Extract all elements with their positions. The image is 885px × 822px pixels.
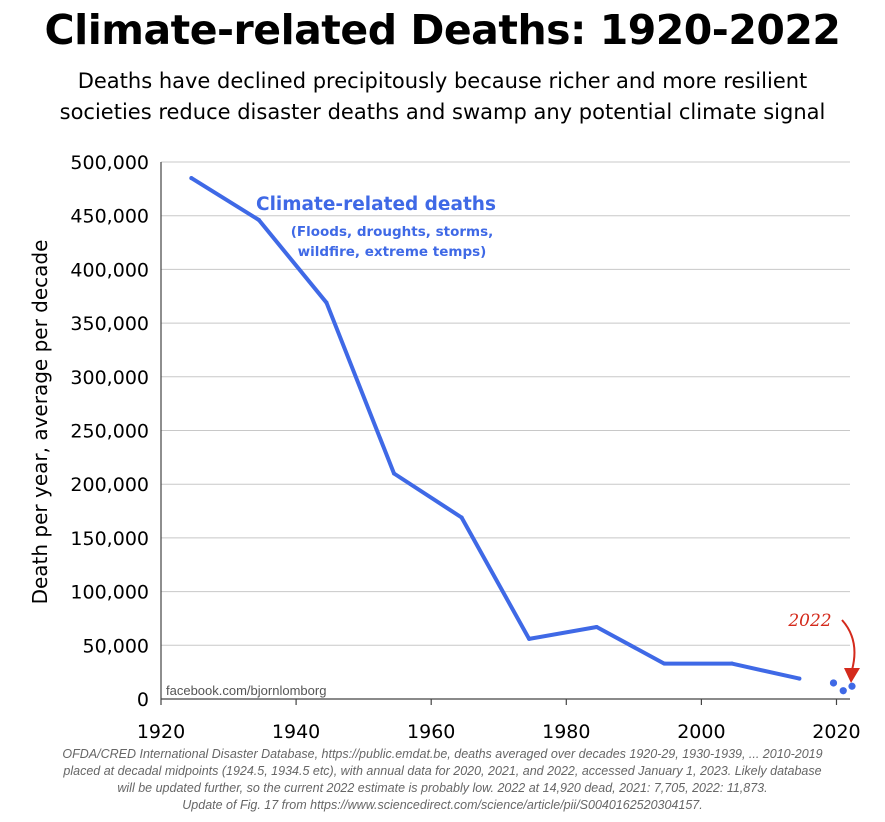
data-point: [594, 625, 599, 630]
annotation-arrowhead: [844, 668, 860, 683]
y-tick-label: 100,000: [70, 582, 149, 604]
series-sublabel-1: (Floods, droughts, storms,: [291, 224, 494, 240]
y-axis-label: Death per year, average per decade: [28, 240, 52, 605]
subtitle-line-2: societies reduce disaster deaths and swa…: [59, 100, 826, 124]
y-tick-label: 500,000: [70, 152, 149, 174]
chart-title: Climate-related Deaths: 1920-2022: [44, 6, 841, 54]
annotation-arrow: [841, 619, 856, 671]
y-tick-label: 400,000: [70, 259, 149, 281]
watermark: facebook.com/bjornlomborg: [166, 683, 326, 698]
x-tick-label: 1920: [137, 721, 185, 743]
x-tick-label: 2000: [677, 721, 725, 743]
y-tick-label: 300,000: [70, 367, 149, 389]
y-tick-label: 250,000: [70, 421, 149, 443]
x-tick-label: 1940: [272, 721, 320, 743]
subtitle-line-1: Deaths have declined precipitously becau…: [77, 69, 808, 93]
source-line-1: OFDA/CRED International Disaster Databas…: [62, 747, 823, 761]
annual-data-point: [839, 687, 847, 695]
source-line-3: will be updated further, so the current …: [117, 781, 768, 795]
data-point: [256, 217, 261, 222]
data-point: [527, 636, 532, 641]
data-point: [189, 176, 194, 181]
data-point: [662, 661, 667, 666]
y-tick-label: 350,000: [70, 313, 149, 335]
source-line-2: placed at decadal midpoints (1924.5, 193…: [63, 764, 822, 778]
gridlines: [160, 161, 850, 700]
x-tick-label: 1960: [407, 721, 455, 743]
data-point: [797, 676, 802, 681]
chart-subtitle: Deaths have declined precipitously becau…: [0, 66, 885, 128]
y-tick-label: 50,000: [83, 635, 149, 657]
x-tick-label: 2020: [812, 721, 860, 743]
tick-labels: 0 50,000 100,000 150,000 200,000 250,000 300,0…: [70, 152, 860, 743]
annual-data-point: [829, 679, 838, 687]
source-line-4: Update of Fig. 17 from https://www.scien…: [182, 798, 703, 812]
line-chart: 0 50,000 100,000 150,000 200,000 250,000 300,0…: [28, 152, 861, 743]
series: [189, 176, 856, 695]
series-sublabel-2: wildfire, extreme temps): [298, 244, 487, 260]
series-line-climate-deaths: [189, 176, 802, 681]
y-tick-label: 0: [137, 689, 149, 711]
y-tick-label: 450,000: [70, 206, 149, 228]
data-point: [324, 300, 329, 305]
source-note: OFDA/CRED International Disaster Databas…: [10, 746, 875, 814]
data-point: [459, 515, 464, 520]
data-point: [392, 471, 397, 476]
y-tick-label: 200,000: [70, 474, 149, 496]
series-label: Climate-related deaths: [256, 194, 496, 215]
annual-data-point: [848, 682, 856, 690]
data-point: [729, 661, 734, 666]
y-tick-label: 150,000: [70, 528, 149, 550]
annotation-2022-label: 2022: [787, 611, 831, 631]
x-tick-label: 1980: [542, 721, 590, 743]
